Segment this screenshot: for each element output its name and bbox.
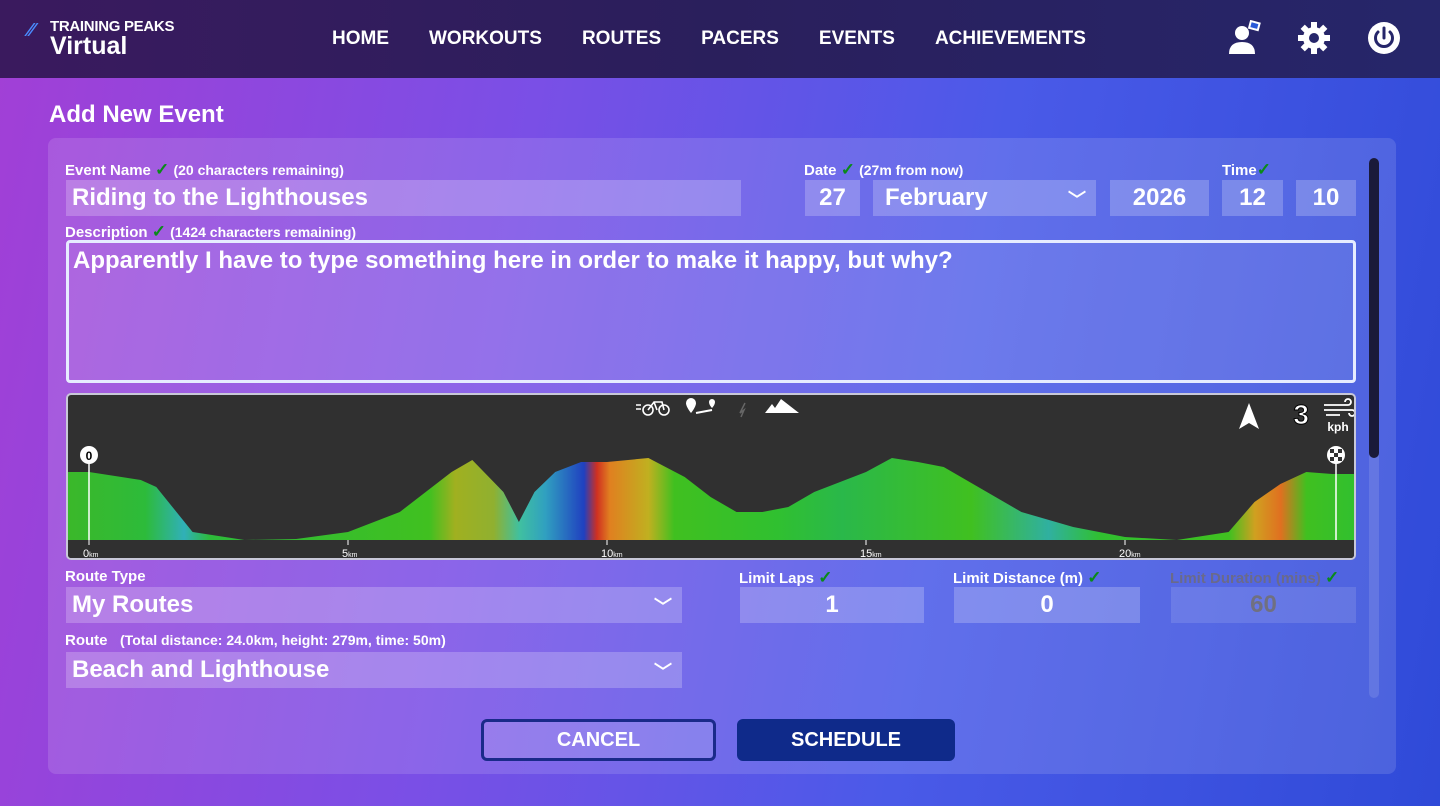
limit-laps-label: Limit Laps ✓ [739, 568, 833, 587]
route-value: Beach and Lighthouse [72, 656, 330, 683]
time-hour-input[interactable]: 12 [1222, 180, 1283, 216]
check-icon: ✓ [1087, 568, 1102, 587]
start-marker [80, 446, 98, 464]
nav-routes[interactable]: ROUTES [581, 28, 662, 49]
check-icon: ✓ [151, 222, 166, 241]
start-marker-label: 0 [86, 449, 93, 463]
nav-home[interactable]: HOME [332, 28, 389, 49]
event-name-label: Event Name ✓ (20 characters remaining) [65, 160, 344, 179]
power-icon[interactable] [1366, 20, 1402, 56]
settings-gear-icon[interactable] [1296, 20, 1332, 56]
date-label: Date ✓ (27m from now) [804, 160, 964, 179]
time-minute-input[interactable]: 10 [1296, 180, 1356, 216]
km-tick-label: 0km [83, 548, 99, 560]
page-title: Add New Event [49, 101, 224, 128]
wind-icon [1324, 398, 1354, 417]
schedule-button[interactable]: SCHEDULE [737, 719, 955, 761]
check-icon: ✓ [818, 568, 833, 587]
check-icon: ✓ [840, 160, 855, 179]
wind-unit: kph [1327, 420, 1348, 434]
bike-icon [636, 401, 670, 416]
wind-speed-value: 3 [1293, 399, 1309, 430]
elevation-chart: 0km 5km 10km 15km 20km 0 3 kph [68, 398, 1354, 560]
date-year-input[interactable]: 2026 [1110, 180, 1209, 216]
event-name-input[interactable]: Riding to the Lighthouses [66, 180, 741, 216]
check-icon: ✓ [155, 160, 170, 179]
route-pins-icon [686, 398, 715, 414]
distance-axis [68, 540, 1354, 558]
date-month-select[interactable]: February ﹀ [873, 180, 1096, 216]
nav-workouts[interactable]: WORKOUTS [429, 28, 542, 49]
km-tick-label: 20km [1119, 548, 1141, 560]
logo[interactable]: ⁄⁄ TRAINING PEAKS Virtual [28, 18, 175, 60]
route-label: Route (Total distance: 24.0km, height: 2… [65, 632, 446, 649]
limit-duration-label: Limit Duration (mins) ✓ [1170, 568, 1340, 587]
nav-events[interactable]: EVENTS [818, 28, 895, 49]
elevation-profile: 0km 5km 10km 15km 20km 0 3 kph [66, 393, 1356, 560]
nav-pacers[interactable]: PACERS [701, 28, 779, 49]
lightning-icon [739, 402, 746, 418]
route-type-label: Route Type [65, 568, 146, 585]
time-label: Time✓ [1222, 160, 1271, 179]
logo-text-bottom: Virtual [50, 32, 128, 60]
description-textarea[interactable]: Apparently I have to type something here… [66, 240, 1356, 383]
form-scrollbar-thumb[interactable] [1369, 158, 1379, 458]
route-type-select[interactable]: My Routes ﹀ [66, 587, 682, 623]
chevron-down-icon: ﹀ [654, 662, 672, 682]
limit-duration-input[interactable]: 60 [1171, 587, 1356, 623]
chevron-down-icon: ﹀ [654, 597, 672, 617]
cancel-button[interactable]: CANCEL [481, 719, 716, 761]
nav-achievements[interactable]: ACHIEVEMENTS [934, 28, 1086, 49]
limit-laps-input[interactable]: 1 [740, 587, 924, 623]
check-icon: ✓ [1325, 568, 1340, 587]
description-label: Description ✓ (1424 characters remaining… [65, 222, 357, 241]
user-profile-icon[interactable] [1226, 20, 1262, 56]
check-icon: ✓ [1256, 160, 1271, 179]
km-tick-label: 10km [601, 548, 623, 560]
elevation-area [68, 458, 1354, 540]
chevron-down-icon: ﹀ [1068, 190, 1086, 210]
km-tick-label: 15km [860, 548, 882, 560]
km-tick-label: 5km [342, 548, 358, 560]
logo-mark-icon: ⁄⁄ [28, 20, 35, 40]
route-select[interactable]: Beach and Lighthouse ﹀ [66, 652, 682, 688]
mountains-icon [765, 399, 799, 413]
route-type-value: My Routes [72, 591, 194, 618]
limit-distance-input[interactable]: 0 [954, 587, 1140, 623]
logo-text-top: TRAINING PEAKS [50, 18, 175, 35]
north-arrow-icon [1239, 403, 1259, 429]
month-value: February [885, 184, 988, 211]
limit-distance-label: Limit Distance (m) ✓ [953, 568, 1102, 587]
date-day-input[interactable]: 27 [805, 180, 860, 216]
top-nav-bar: ⁄⁄ TRAINING PEAKS Virtual HOME WORKOUTS … [0, 0, 1440, 78]
